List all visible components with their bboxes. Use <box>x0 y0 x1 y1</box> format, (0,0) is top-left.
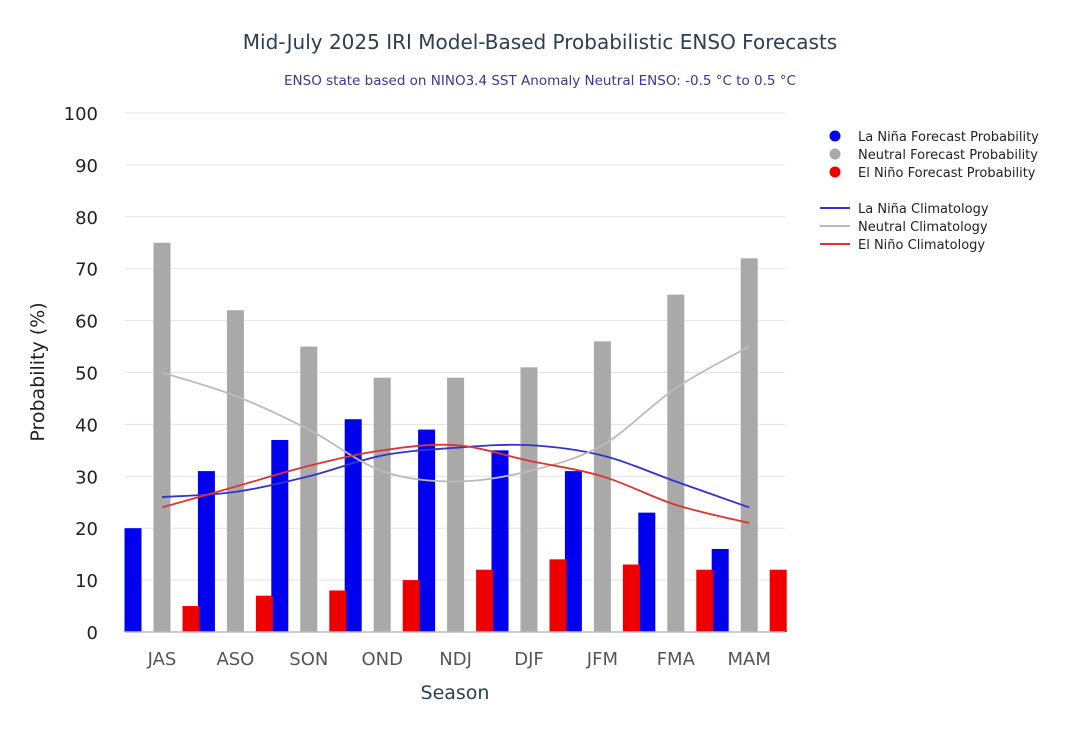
legend-label-el-nino-climatology: El Niño Climatology <box>858 238 985 253</box>
y-tick-label: 50 <box>75 364 98 385</box>
chart-title: Mid-July 2025 IRI Model-Based Probabilis… <box>243 30 837 54</box>
y-tick-label: 0 <box>87 623 98 644</box>
y-axis-label: Probability (%) <box>27 302 49 441</box>
bar-el-nino <box>622 564 640 632</box>
legend-label-neutral-climatology: Neutral Climatology <box>858 220 988 235</box>
legend: La Niña Forecast Probability Neutral For… <box>820 130 1039 253</box>
line-el-nino-climatology <box>161 443 750 524</box>
bar-el-nino <box>476 569 494 632</box>
legend-label-neutral: Neutral Forecast Probability <box>858 148 1038 163</box>
x-tick-label: JAS <box>147 649 177 670</box>
bar-neutral <box>667 294 685 632</box>
bar-neutral <box>226 310 244 632</box>
bar-la-nina <box>271 439 289 632</box>
legend-label-el-nino: El Niño Forecast Probability <box>858 166 1036 181</box>
bar-neutral <box>153 242 171 632</box>
bar-el-nino <box>255 595 273 632</box>
bar-la-nina <box>197 471 215 632</box>
bar-neutral <box>593 341 611 632</box>
y-tick-label: 30 <box>75 467 98 488</box>
bar-el-nino <box>549 559 567 632</box>
x-tick-label: JFM <box>586 649 618 670</box>
bar-neutral <box>740 258 758 632</box>
bar-la-nina <box>344 419 362 632</box>
y-tick-label: 100 <box>64 104 98 125</box>
legend-marker-neutral <box>829 148 841 160</box>
x-axis-label: Season <box>421 682 490 704</box>
legend-label-la-nina-climatology: La Niña Climatology <box>858 202 989 217</box>
x-tick-label: ASO <box>216 649 254 670</box>
y-tick-label: 80 <box>75 208 98 229</box>
bar-la-nina <box>711 548 729 632</box>
bar-la-nina <box>491 450 509 632</box>
bar-la-nina <box>124 528 142 632</box>
y-tick-label: 40 <box>75 415 98 436</box>
x-tick-label: MAM <box>728 649 771 670</box>
line-la-nina-climatology <box>161 443 750 509</box>
x-tick-label: NDJ <box>439 649 472 670</box>
bar-la-nina <box>638 512 656 632</box>
legend-marker-el-nino <box>829 166 841 178</box>
bar-el-nino <box>182 606 200 632</box>
bar-la-nina <box>564 471 582 632</box>
y-tick-label: 20 <box>75 519 98 540</box>
bar-el-nino <box>769 569 787 632</box>
climatology-lines <box>161 345 750 524</box>
x-tick-label: SON <box>289 649 328 670</box>
bar-la-nina <box>418 429 436 632</box>
y-tick-label: 90 <box>75 156 98 177</box>
chart-subtitle: ENSO state based on NINO3.4 SST Anomaly … <box>284 73 796 89</box>
bars <box>124 242 787 632</box>
x-tick-label: OND <box>361 649 403 670</box>
bar-el-nino <box>329 590 347 632</box>
axes: 0 10 20 30 40 50 60 70 80 90 100 JAS ASO SON OND NDJ DJF… <box>64 104 785 670</box>
y-tick-label: 10 <box>75 571 98 592</box>
bar-neutral <box>520 367 538 632</box>
bar-el-nino <box>696 569 714 632</box>
bar-el-nino <box>402 580 420 632</box>
line-neutral-climatology <box>161 345 750 483</box>
legend-marker-la-nina <box>829 130 841 142</box>
bar-neutral <box>373 377 391 632</box>
x-tick-label: FMA <box>657 649 696 670</box>
legend-label-la-nina: La Niña Forecast Probability <box>858 130 1039 145</box>
x-tick-label: DJF <box>514 649 544 670</box>
bar-neutral <box>300 346 318 632</box>
y-tick-label: 70 <box>75 260 98 281</box>
bar-neutral <box>447 377 465 632</box>
y-tick-label: 60 <box>75 312 98 333</box>
